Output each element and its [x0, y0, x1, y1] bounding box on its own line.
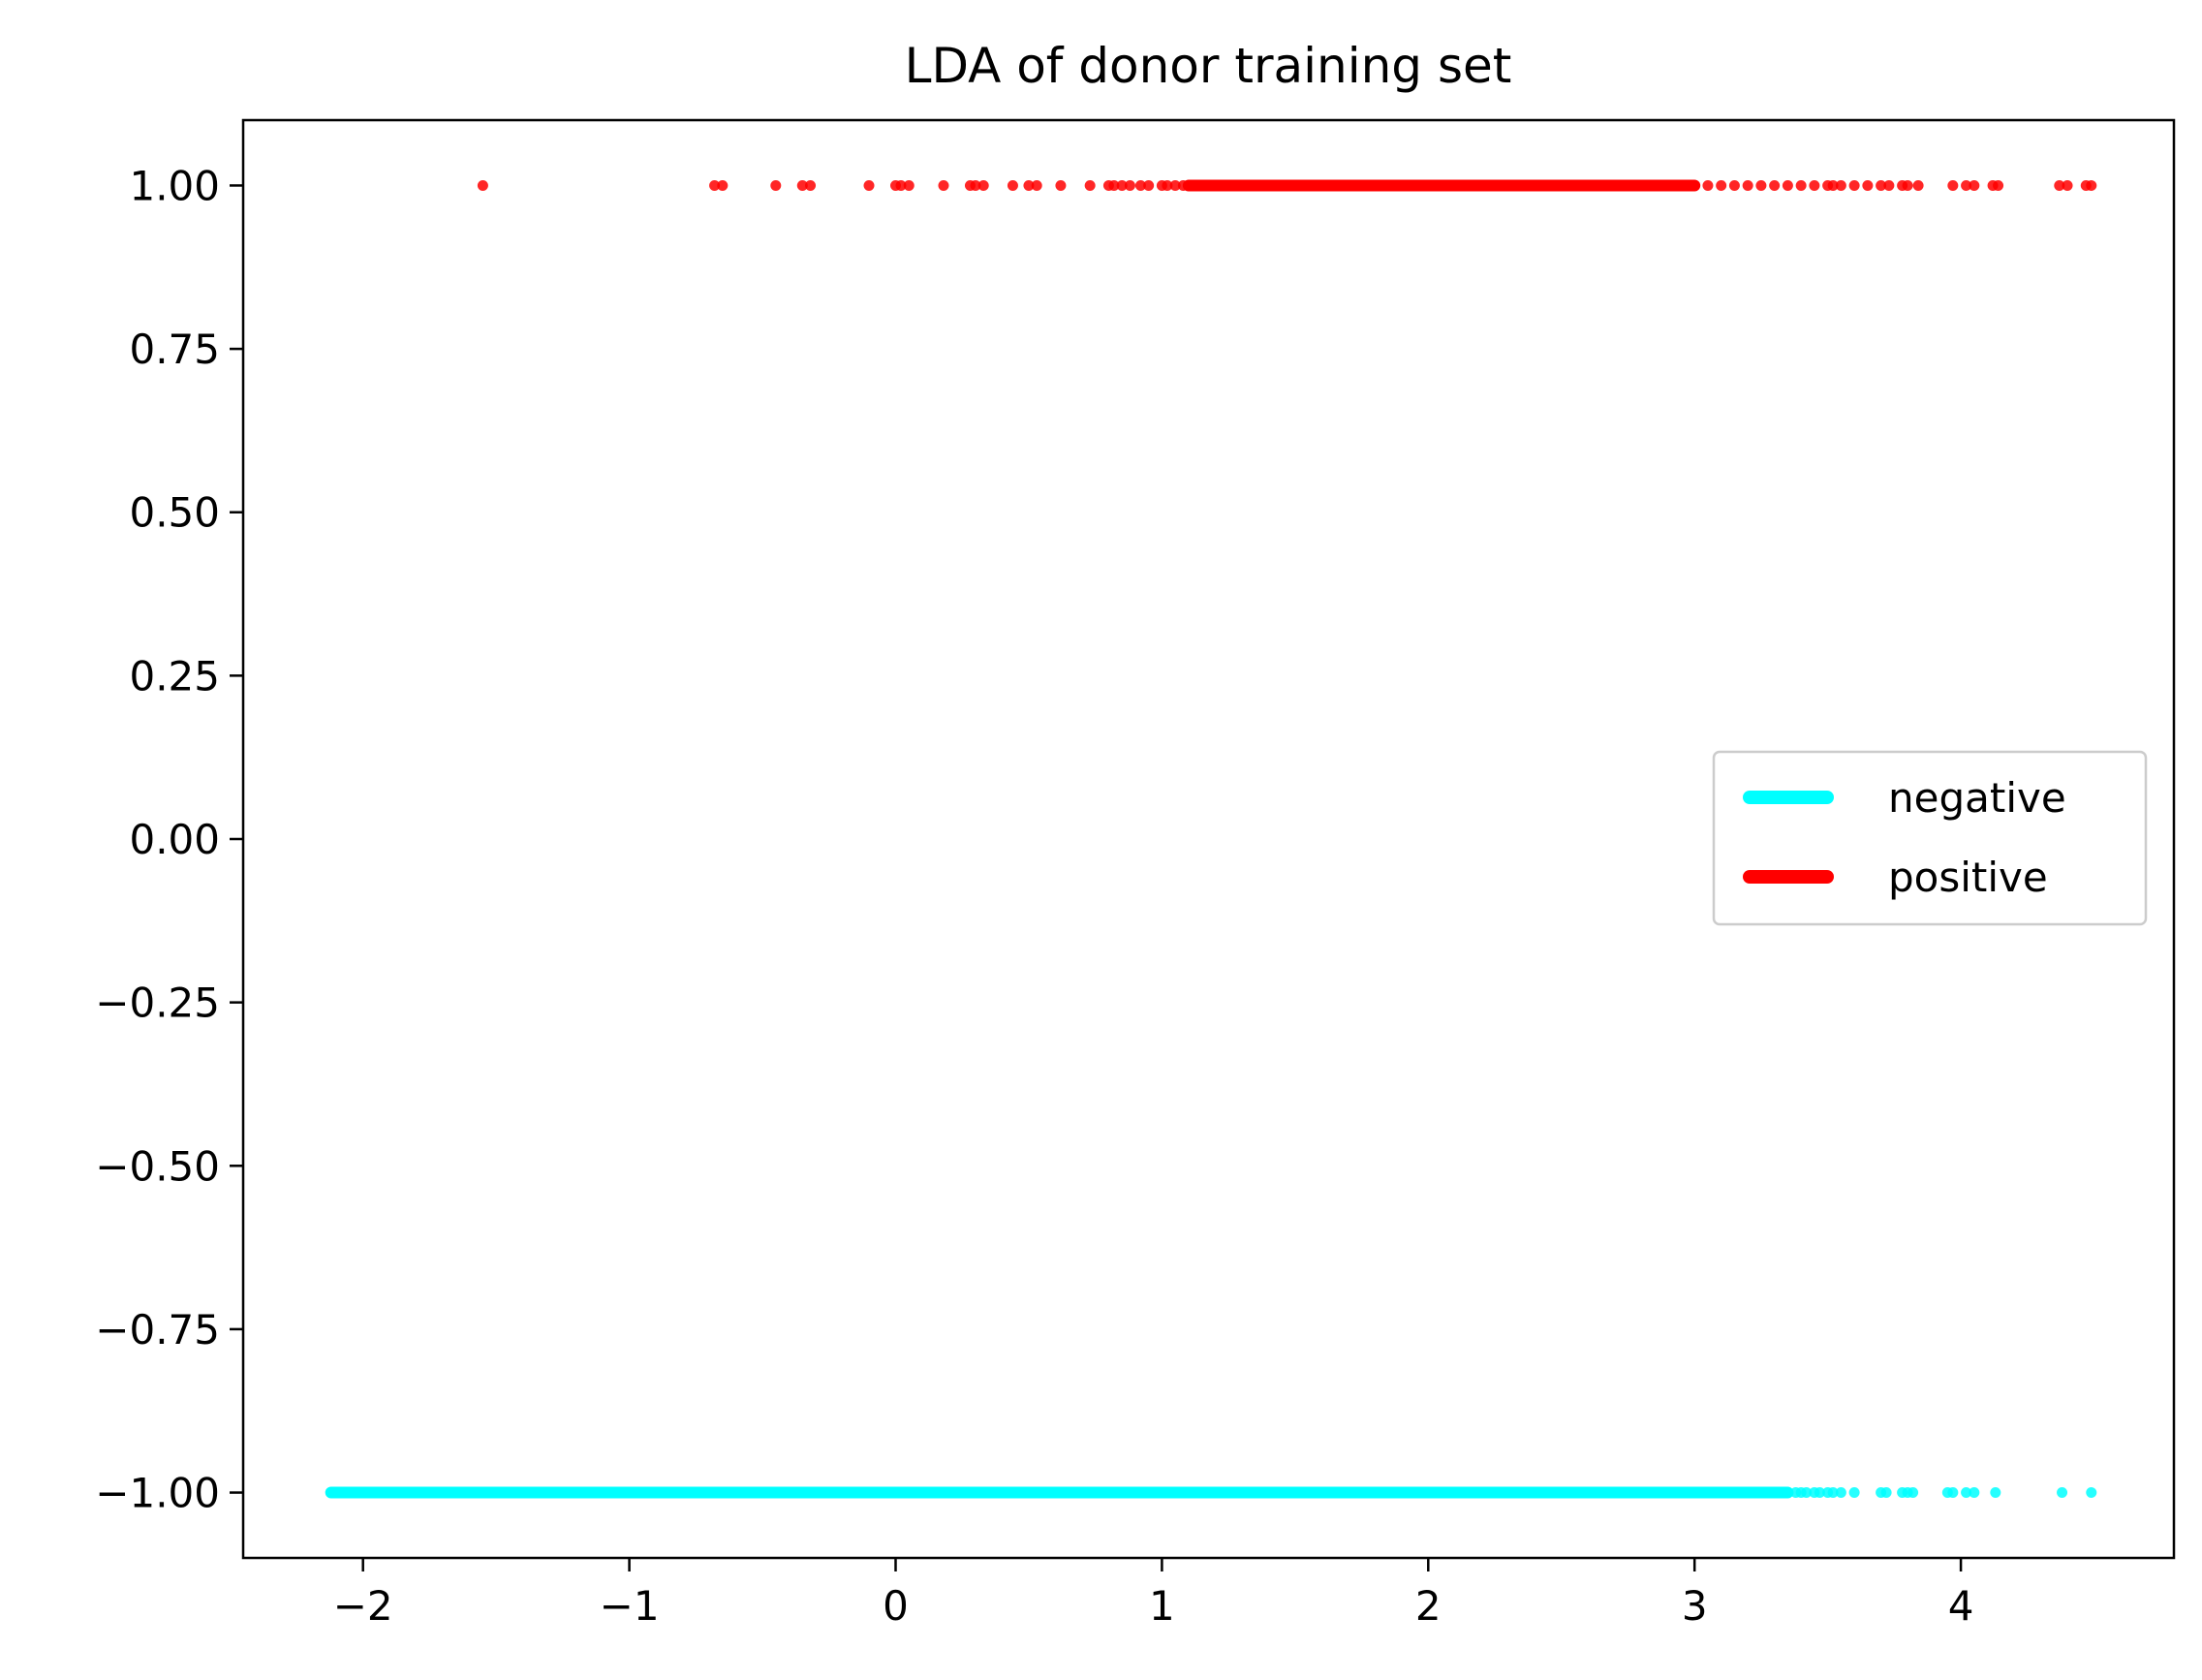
point-positive [1031, 179, 1042, 191]
point-positive [1883, 179, 1895, 191]
point-negative [330, 1487, 342, 1499]
y-tick-label: 0.75 [129, 326, 220, 373]
data-points [325, 179, 2097, 1499]
point-positive [1716, 179, 1727, 191]
y-tick-label: 0.25 [129, 652, 220, 700]
point-positive [1961, 179, 1972, 191]
y-tick-label: −1.00 [95, 1470, 220, 1517]
legend-label-negative: negative [1888, 774, 2066, 822]
point-negative [2086, 1487, 2097, 1499]
point-positive [1023, 179, 1035, 191]
point-positive [1702, 179, 1714, 191]
point-positive [970, 179, 981, 191]
x-tick-label: −1 [600, 1582, 660, 1630]
plot-frame [241, 118, 2176, 1560]
point-positive [805, 179, 817, 191]
y-tick-label: 0.50 [129, 489, 220, 537]
x-tick-label: 4 [1948, 1582, 1974, 1630]
point-negative [1848, 1487, 1860, 1499]
x-tick-label: 3 [1682, 1582, 1708, 1630]
point-positive [1993, 179, 2004, 191]
point-positive [1055, 179, 1067, 191]
point-positive [977, 179, 989, 191]
point-positive [2062, 179, 2073, 191]
point-positive [717, 179, 729, 191]
point-positive [1169, 179, 1181, 191]
point-positive [1108, 179, 1120, 191]
point-negative [1835, 1487, 1846, 1499]
point-positive [770, 179, 782, 191]
point-positive [1162, 179, 1173, 191]
x-tick-label: −2 [333, 1582, 393, 1630]
point-positive [1689, 179, 1700, 191]
point-positive [1827, 179, 1839, 191]
point-positive [1782, 179, 1793, 191]
y-tick-label: 1.00 [129, 162, 220, 209]
point-negative [1880, 1487, 1892, 1499]
point-negative [1814, 1487, 1825, 1499]
point-positive [1007, 179, 1018, 191]
point-negative [341, 1487, 353, 1499]
point-negative [1827, 1487, 1839, 1499]
y-tick-label: −0.75 [95, 1306, 220, 1353]
point-positive [1876, 179, 1887, 191]
point-positive [2086, 179, 2097, 191]
point-positive [2054, 179, 2065, 191]
y-tick-label: −0.25 [95, 980, 220, 1027]
point-positive [1742, 179, 1753, 191]
legend-label-positive: positive [1888, 854, 2048, 901]
point-positive [1728, 179, 1740, 191]
point-negative [2057, 1487, 2068, 1499]
point-positive [477, 179, 488, 191]
point-positive [895, 179, 907, 191]
point-positive [1795, 179, 1807, 191]
point-negative [1801, 1487, 1813, 1499]
y-tick-label: −0.50 [95, 1142, 220, 1190]
chart-title: LDA of donor training set [905, 38, 1512, 94]
point-negative [1990, 1487, 2001, 1499]
point-positive [1177, 179, 1189, 191]
point-positive [903, 179, 915, 191]
point-positive [1809, 179, 1820, 191]
point-positive [1124, 179, 1135, 191]
point-positive [938, 179, 949, 191]
point-positive [1143, 179, 1155, 191]
point-negative [1961, 1487, 1972, 1499]
y-tick-label: 0.00 [129, 816, 220, 863]
point-positive [1969, 179, 1980, 191]
x-tick-label: 2 [1415, 1582, 1442, 1630]
point-positive [1912, 179, 1924, 191]
point-positive [863, 179, 875, 191]
x-tick-label: 1 [1149, 1582, 1175, 1630]
x-tick-label: 0 [883, 1582, 909, 1630]
point-positive [1134, 179, 1146, 191]
point-negative [1947, 1487, 1959, 1499]
point-positive [1947, 179, 1959, 191]
point-negative [1907, 1487, 1919, 1499]
point-positive [1755, 179, 1767, 191]
point-positive [1116, 179, 1128, 191]
point-positive [1084, 179, 1096, 191]
point-positive [1862, 179, 1874, 191]
x-axis: −2 −1 0 1 2 3 4 [333, 1558, 1974, 1630]
point-positive [1848, 179, 1860, 191]
point-negative [1782, 1487, 1793, 1499]
point-positive [1769, 179, 1781, 191]
point-positive [796, 179, 808, 191]
point-positive [709, 179, 721, 191]
legend: negative positive [1712, 750, 2148, 926]
point-positive [1835, 179, 1846, 191]
point-negative [1969, 1487, 1980, 1499]
y-axis: 1.00 0.75 0.50 0.25 0.00 −0.25 −0.50 −0.75 −1.00 [95, 162, 243, 1517]
point-positive [1902, 179, 1913, 191]
